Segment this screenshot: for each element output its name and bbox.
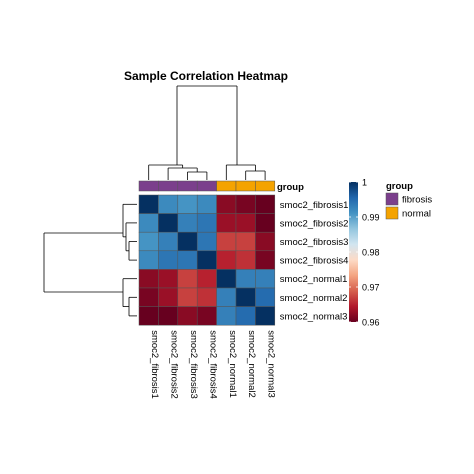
group-annotation-bar bbox=[138, 180, 276, 192]
heatmap-cell bbox=[158, 306, 179, 326]
heatmap-cell bbox=[235, 250, 256, 270]
column-label: smoc2_fibrosis4 bbox=[207, 330, 218, 399]
heatmap-cell bbox=[196, 250, 217, 270]
annotation-cell bbox=[177, 180, 198, 192]
heatmap-cell bbox=[235, 231, 256, 252]
heatmap-cell bbox=[138, 269, 159, 289]
heatmap-cell bbox=[138, 231, 159, 252]
heatmap-cell bbox=[255, 194, 276, 214]
heatmap-cell bbox=[138, 306, 159, 326]
heatmap-cell bbox=[158, 250, 179, 270]
heatmap-cell bbox=[196, 231, 217, 252]
heatmap-cell bbox=[235, 306, 256, 326]
heatmap-cell bbox=[216, 269, 237, 289]
column-label: smoc2_fibrosis2 bbox=[169, 330, 180, 399]
heatmap-cell bbox=[177, 306, 198, 326]
heatmap-cell bbox=[177, 287, 198, 307]
heatmap-cell bbox=[196, 213, 217, 233]
heatmap-cell bbox=[255, 213, 276, 233]
annotation-cell bbox=[196, 180, 217, 192]
column-label: smoc2_fibrosis3 bbox=[188, 330, 199, 399]
legend-label: fibrosis bbox=[402, 195, 432, 206]
row-labels: smoc2_fibrosis1 smoc2_fibrosis2 smoc2_fibr… bbox=[280, 200, 349, 323]
heatmap-cell bbox=[255, 250, 276, 270]
heatmap-cells bbox=[138, 194, 276, 326]
heatmap-cell bbox=[216, 306, 237, 326]
annotation-cell bbox=[158, 180, 179, 192]
heatmap-cell bbox=[235, 194, 256, 214]
legend-label: normal bbox=[402, 209, 431, 220]
heatmap-cell bbox=[216, 213, 237, 233]
heatmap-cell bbox=[158, 231, 179, 252]
heatmap-cell bbox=[235, 269, 256, 289]
heatmap-cell bbox=[235, 287, 256, 307]
heatmap-cell bbox=[158, 287, 179, 307]
annotation-cell bbox=[255, 180, 276, 192]
heatmap-cell bbox=[177, 250, 198, 270]
heatmap-cell bbox=[138, 250, 159, 270]
heatmap-cell bbox=[235, 213, 256, 233]
legend-swatch bbox=[385, 206, 399, 220]
heatmap-cell bbox=[177, 269, 198, 289]
heatmap-cell bbox=[177, 213, 198, 233]
colorbar-tick-label: 0.98 bbox=[362, 248, 380, 258]
annotation-label: group bbox=[277, 182, 304, 193]
annotation-cell bbox=[216, 180, 237, 192]
heatmap-cell bbox=[196, 306, 217, 326]
heatmap-cell bbox=[255, 306, 276, 326]
heatmap-cell bbox=[177, 231, 198, 252]
column-label: smoc2_normal1 bbox=[227, 330, 238, 398]
colorbar: 0.96 0.97 0.98 0.99 1 bbox=[349, 178, 380, 328]
row-label: smoc2_normal2 bbox=[280, 293, 348, 304]
row-label: smoc2_fibrosis4 bbox=[280, 256, 349, 267]
colorbar-gradient bbox=[349, 182, 358, 322]
heatmap-cell bbox=[196, 194, 217, 214]
heatmap-cell bbox=[196, 269, 217, 289]
heatmap-cell bbox=[158, 213, 179, 233]
heatmap-cell bbox=[138, 194, 159, 214]
row-label: smoc2_normal1 bbox=[280, 274, 348, 285]
heatmap-cell bbox=[216, 250, 237, 270]
row-label: smoc2_fibrosis1 bbox=[280, 200, 349, 211]
colorbar-tick-label: 0.97 bbox=[362, 283, 380, 293]
heatmap-cell bbox=[255, 269, 276, 289]
chart-title: Sample Correlation Heatmap bbox=[124, 69, 288, 83]
row-dendrogram bbox=[43, 203, 137, 317]
heatmap-cell bbox=[138, 213, 159, 233]
column-label: smoc2_normal3 bbox=[266, 330, 277, 398]
heatmap-cell bbox=[158, 269, 179, 289]
annotation-cell bbox=[235, 180, 256, 192]
legend-swatch bbox=[385, 192, 399, 206]
colorbar-tick-label: 0.96 bbox=[362, 318, 380, 328]
row-label: smoc2_normal3 bbox=[280, 311, 348, 322]
heatmap-cell bbox=[158, 194, 179, 214]
column-dendrogram bbox=[148, 85, 266, 180]
group-legend: group fibrosis normal bbox=[385, 181, 432, 220]
row-label: smoc2_fibrosis2 bbox=[280, 218, 349, 229]
row-label: smoc2_fibrosis3 bbox=[280, 237, 349, 248]
heatmap-cell bbox=[255, 231, 276, 252]
column-label: smoc2_fibrosis1 bbox=[149, 330, 160, 399]
heatmap-cell bbox=[196, 287, 217, 307]
column-label: smoc2_normal2 bbox=[246, 330, 257, 398]
legend-title: group bbox=[386, 181, 413, 192]
annotation-cell bbox=[138, 180, 159, 192]
heatmap-cell bbox=[255, 287, 276, 307]
heatmap-cell bbox=[138, 287, 159, 307]
colorbar-tick-label: 1 bbox=[362, 178, 367, 188]
heatmap-cell bbox=[216, 231, 237, 252]
colorbar-tick-label: 0.99 bbox=[362, 213, 380, 223]
heatmap-cell bbox=[216, 194, 237, 214]
heatmap-cell bbox=[177, 194, 198, 214]
column-labels: smoc2_fibrosis1 smoc2_fibrosis2 smoc2_fibr… bbox=[149, 330, 276, 399]
heatmap-cell bbox=[216, 287, 237, 307]
